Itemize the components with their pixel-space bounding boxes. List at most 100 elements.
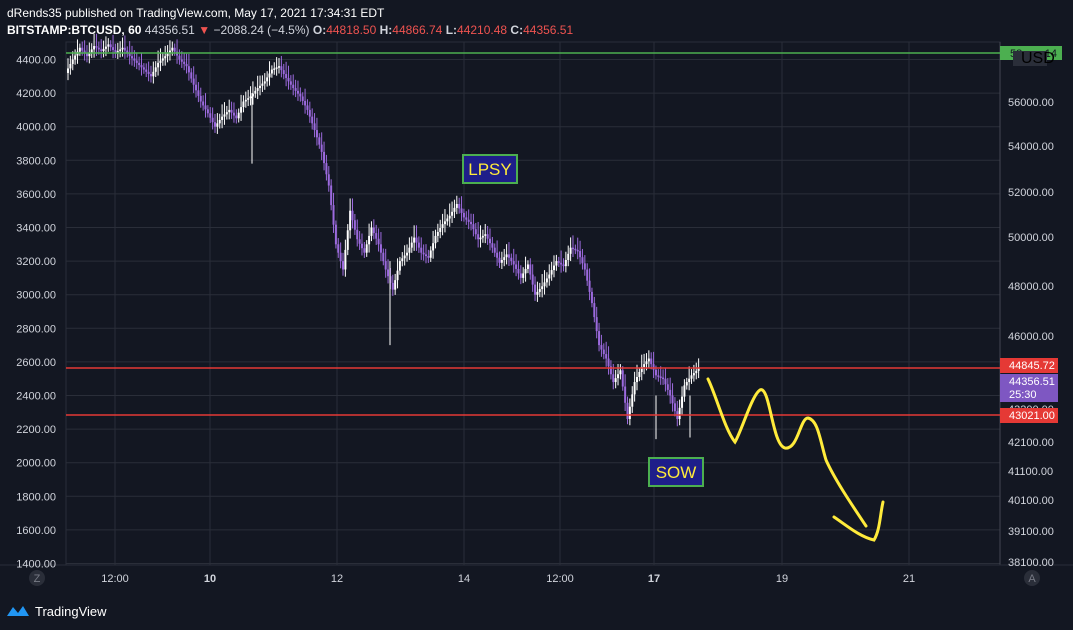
candle-body	[270, 69, 273, 74]
candle-body	[673, 403, 676, 412]
candle-body	[318, 137, 321, 145]
candle-body	[235, 115, 238, 119]
candle-body	[460, 208, 463, 213]
candle-body	[688, 378, 691, 383]
candle-body	[372, 227, 375, 234]
projection-arrowhead	[832, 500, 885, 542]
candle-body	[465, 217, 468, 220]
price-badge-text: 44356.51	[1009, 376, 1055, 388]
right-tick-label: 38100.00	[1008, 557, 1054, 569]
annotation-box	[648, 457, 704, 487]
candle-body	[617, 374, 620, 379]
candle-body	[71, 59, 74, 64]
candle-body	[285, 74, 288, 78]
currency-badge	[1013, 51, 1047, 66]
candle-body	[202, 101, 205, 106]
candle-body	[481, 235, 484, 238]
candle-body	[505, 254, 508, 258]
candle-body	[131, 56, 134, 59]
candle-body	[133, 58, 136, 61]
candle-body	[384, 261, 387, 270]
candle-body	[145, 69, 148, 72]
candle-body	[173, 47, 176, 52]
price-chart[interactable]: 4400.00 4200.00 4000.00 3800.00 3600.00 3400.…	[0, 0, 1073, 600]
candle-body	[429, 250, 432, 258]
candle-body	[190, 72, 193, 79]
candle-body	[225, 112, 228, 115]
candle-body	[178, 55, 181, 60]
top-line-badge-text-right: 14	[1045, 48, 1057, 60]
candle-body	[242, 101, 245, 108]
candle-body	[85, 53, 88, 57]
candle-body	[695, 370, 698, 374]
brand-footer[interactable]: TradingView	[6, 600, 107, 622]
annotation-box	[462, 154, 518, 184]
candle-body	[427, 256, 430, 258]
x-tick-label: 12	[331, 573, 343, 585]
close-value: 44356.51	[523, 23, 574, 37]
candle-body	[406, 252, 409, 256]
candle-body	[368, 235, 371, 245]
candle-body	[356, 229, 359, 240]
candle-body	[560, 262, 563, 265]
candle-body	[666, 384, 669, 390]
candle-body	[503, 257, 506, 260]
candle-body	[574, 248, 577, 251]
candle-body	[387, 269, 390, 277]
right-tick-label: 42100.00	[1008, 437, 1054, 449]
candle-body	[685, 382, 688, 386]
candle-body	[633, 382, 636, 395]
candle-body	[432, 243, 435, 251]
candle-body	[662, 377, 665, 380]
low-value: 44210.48	[457, 23, 508, 37]
left-tick-label: 2200.00	[16, 424, 56, 436]
candle-body	[436, 231, 439, 236]
left-tick-label: 2600.00	[16, 357, 56, 369]
symbol-label[interactable]: BITSTAMP:BTCUSD, 60	[7, 23, 142, 37]
candle-body	[107, 44, 110, 47]
candle-body	[315, 130, 318, 138]
last-price: 44356.51	[144, 23, 195, 37]
candle-body	[455, 203, 458, 208]
annotation-label: SOW	[656, 463, 697, 482]
candle-body	[422, 252, 425, 255]
candle-body	[652, 364, 655, 370]
zoom-reset-button[interactable]	[29, 570, 45, 586]
publish-info: dRends35 published on TradingView.com, M…	[7, 6, 385, 20]
auto-scale-button[interactable]	[1024, 570, 1040, 586]
candle-body	[424, 254, 427, 257]
candle-body	[562, 264, 565, 267]
candle-body	[259, 85, 262, 89]
candle-body	[619, 370, 622, 375]
candle-body	[581, 257, 584, 264]
candle-body	[382, 252, 385, 262]
candle-body	[538, 289, 541, 292]
candle-body	[683, 385, 686, 397]
candle-body	[529, 264, 532, 275]
candle-body	[486, 234, 489, 239]
candle-body	[346, 230, 349, 250]
candle-body	[211, 117, 214, 123]
chart-header: dRends35 published on TradingView.com, M…	[7, 5, 573, 39]
candle-body	[470, 221, 473, 225]
candle-body	[377, 238, 380, 245]
annotation-label: LPSY	[468, 160, 511, 179]
candle-body	[697, 368, 700, 371]
candle-body	[557, 261, 560, 263]
candle-body	[330, 185, 333, 206]
candle-body	[624, 386, 627, 403]
candle-body	[109, 44, 112, 48]
candle-body	[278, 66, 280, 68]
candle-body	[195, 84, 198, 91]
candle-body	[446, 218, 449, 222]
candle-body	[254, 90, 257, 94]
left-tick-label: 2000.00	[16, 458, 56, 470]
candle-body	[583, 263, 586, 270]
candle-body	[325, 163, 328, 175]
candle-body	[263, 81, 266, 84]
candle-body	[292, 84, 295, 89]
candle-body	[420, 247, 423, 253]
candle-body	[519, 273, 522, 278]
candle-body	[453, 207, 456, 212]
candle-body	[588, 280, 591, 292]
